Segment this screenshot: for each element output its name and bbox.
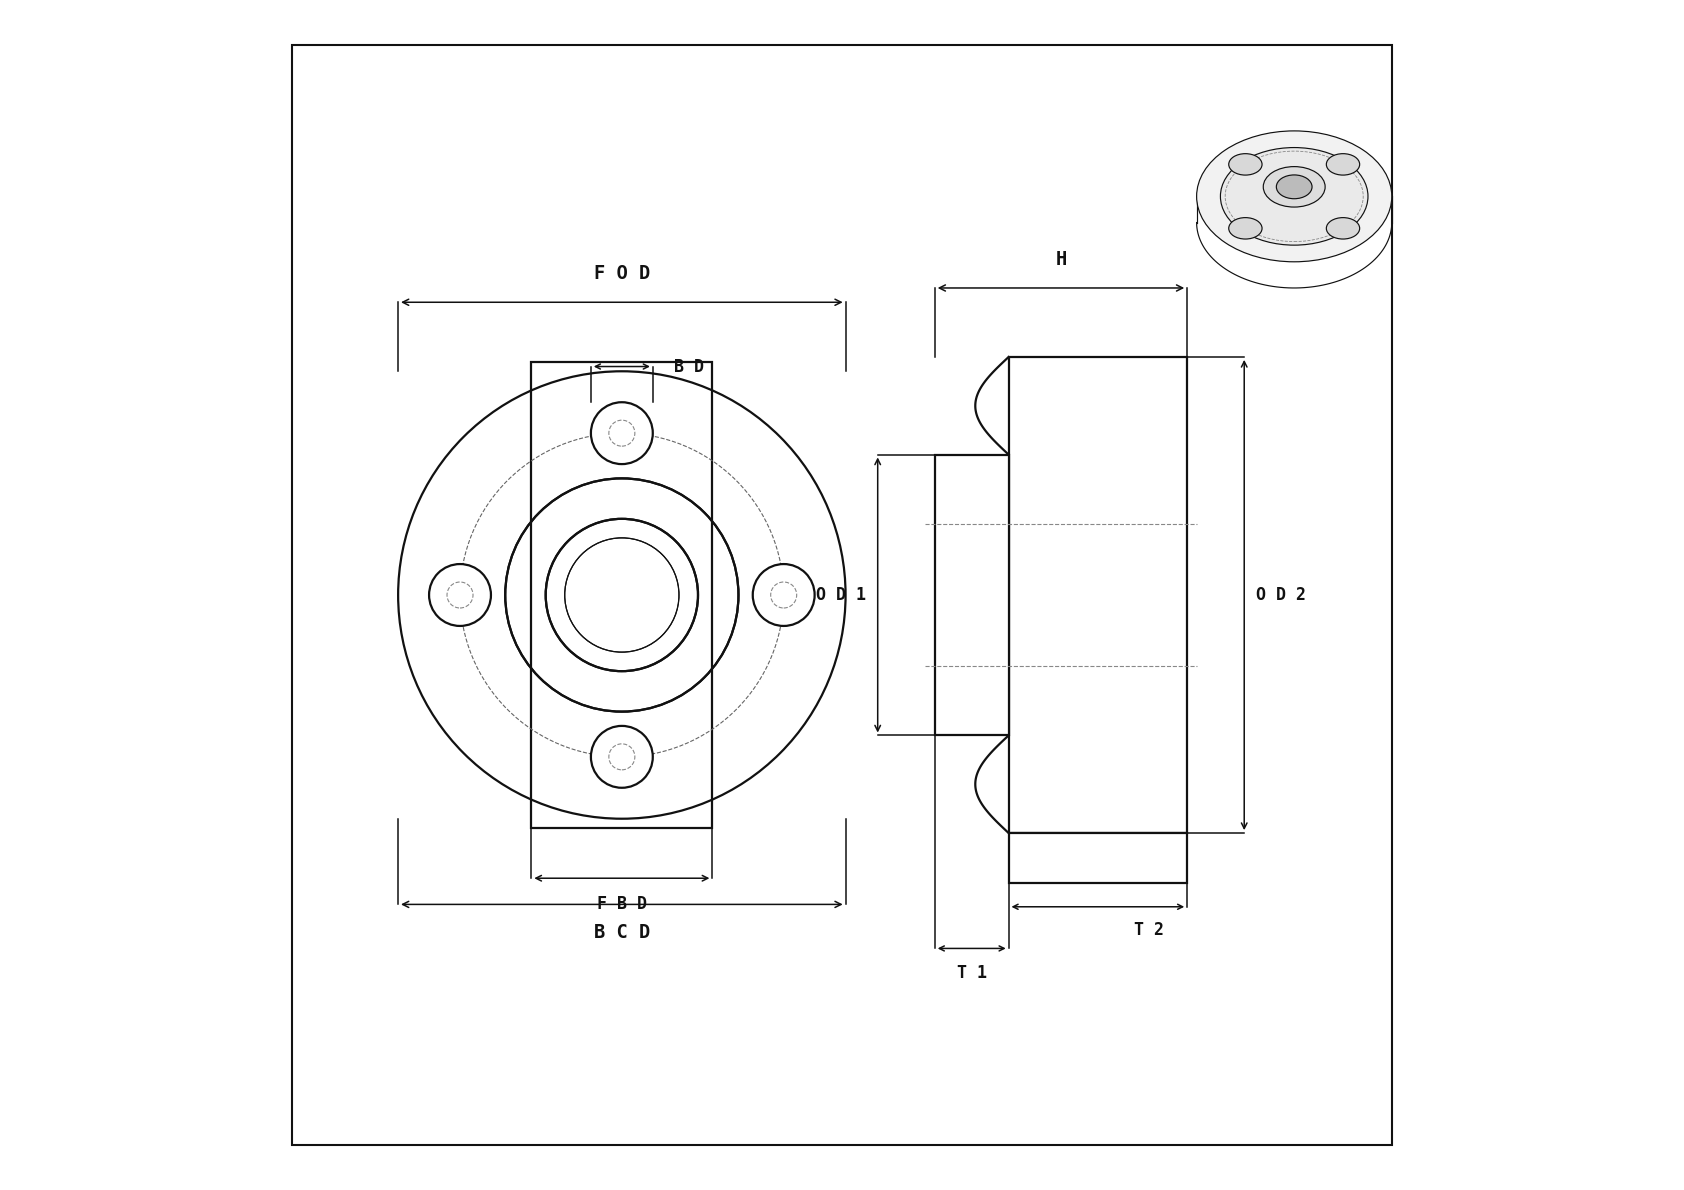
Ellipse shape — [1229, 154, 1261, 175]
FancyBboxPatch shape — [1009, 833, 1187, 883]
Text: F B D: F B D — [596, 895, 647, 913]
Ellipse shape — [1197, 131, 1391, 262]
Ellipse shape — [1327, 154, 1359, 175]
Text: B D: B D — [674, 357, 704, 376]
Ellipse shape — [1229, 218, 1261, 239]
Text: F O D: F O D — [594, 264, 650, 283]
Text: H: H — [1056, 250, 1066, 269]
Text: T 2: T 2 — [1133, 921, 1164, 939]
FancyBboxPatch shape — [935, 455, 1009, 735]
Circle shape — [591, 726, 653, 788]
FancyBboxPatch shape — [1009, 357, 1187, 833]
Ellipse shape — [1276, 175, 1312, 199]
Text: O D 2: O D 2 — [1256, 585, 1307, 605]
Ellipse shape — [1263, 167, 1325, 207]
Circle shape — [429, 564, 492, 626]
Text: O D 1: O D 1 — [815, 585, 866, 605]
FancyBboxPatch shape — [532, 362, 712, 828]
Ellipse shape — [1221, 148, 1367, 245]
Circle shape — [591, 402, 653, 464]
Ellipse shape — [1327, 218, 1359, 239]
Circle shape — [753, 564, 815, 626]
Text: B C D: B C D — [594, 923, 650, 942]
Text: T 1: T 1 — [957, 964, 987, 982]
